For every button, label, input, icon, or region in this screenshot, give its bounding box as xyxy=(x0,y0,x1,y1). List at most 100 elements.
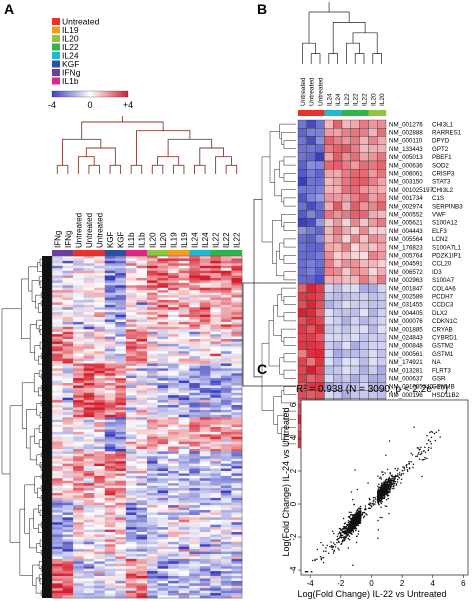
panel-a-cell xyxy=(115,500,127,504)
panel-a-cell xyxy=(136,556,148,560)
panel-a-cell xyxy=(210,451,222,455)
panel-a-col-label: IL22 xyxy=(233,232,242,248)
panel-a-cell xyxy=(62,277,74,281)
panel-b-row-gene: PCDH7 xyxy=(432,294,454,301)
panel-a-cell xyxy=(178,429,190,433)
color-scale: -4 0 +4 xyxy=(48,90,133,110)
panel-a-cell xyxy=(83,375,95,379)
panel-a-cell xyxy=(125,351,137,355)
panel-a-cell xyxy=(168,265,179,269)
panel-b-cell xyxy=(368,316,378,326)
panel-a-cell xyxy=(94,434,106,438)
panel-a-cell xyxy=(73,561,84,565)
panel-b-cell xyxy=(306,275,316,285)
panel-a-cell xyxy=(168,343,179,347)
panel-a-cell xyxy=(125,412,137,416)
panel-a-cell xyxy=(189,341,201,345)
panel-a-cell xyxy=(231,392,243,396)
panel-b-cell xyxy=(350,316,360,326)
panel-a-cell xyxy=(104,561,116,565)
panel-a-cell xyxy=(115,546,127,550)
panel-a-cell xyxy=(94,593,106,596)
panel-a-cell xyxy=(168,368,179,372)
panel-a-cell xyxy=(83,395,95,398)
panel-a-cell xyxy=(157,263,169,267)
panel-a-cell xyxy=(199,549,211,552)
panel-a-cell xyxy=(73,331,84,335)
panel-a-cell xyxy=(178,422,190,425)
panel-a-cell xyxy=(231,409,243,413)
panel-a-cell xyxy=(199,385,211,389)
panel-a-cell xyxy=(136,285,148,289)
panel-a-cell xyxy=(136,473,148,477)
panel-a-cell xyxy=(73,356,84,359)
panel-a-cell xyxy=(168,407,179,411)
panel-a-cell xyxy=(62,402,74,406)
panel-a-cell xyxy=(210,285,222,289)
panel-a-cell xyxy=(104,265,116,269)
panel-a-cell xyxy=(52,475,63,479)
panel-a-cell xyxy=(73,463,84,467)
panel-a-cell xyxy=(62,441,74,445)
panel-c-point xyxy=(387,485,390,487)
panel-a-cell xyxy=(168,299,179,303)
panel-a-cell xyxy=(168,290,179,293)
panel-a-cell xyxy=(189,387,201,391)
panel-a-cell xyxy=(147,519,158,523)
panel-a-cell xyxy=(210,282,222,286)
panel-a-cell xyxy=(136,383,148,386)
panel-b-cell xyxy=(333,210,343,219)
panel-a-cell xyxy=(231,549,243,552)
panel-b-cell xyxy=(350,136,360,145)
panel-c-point xyxy=(377,537,379,539)
panel-a-cell xyxy=(104,339,116,342)
panel-a-cell xyxy=(178,436,190,440)
panel-a-cell xyxy=(231,326,243,330)
panel-c-point xyxy=(388,483,391,485)
panel-a-cell xyxy=(168,576,179,579)
panel-a-cell xyxy=(199,339,211,342)
panel-b-cell xyxy=(377,242,387,252)
panel-a-cell xyxy=(220,427,232,430)
panel-a-cell xyxy=(73,351,84,355)
panel-a-cell xyxy=(83,339,95,342)
panel-c-point xyxy=(416,455,419,457)
panel-a-cell xyxy=(147,258,158,262)
panel-b-row-gene: SERPINB3 xyxy=(432,203,463,210)
panel-a-cell xyxy=(73,446,84,450)
panel-a-cell xyxy=(147,544,158,547)
panel-a-cell xyxy=(94,285,106,289)
panel-a-cell xyxy=(157,568,169,572)
panel-a-cell xyxy=(62,571,74,574)
panel-a-cell xyxy=(94,475,106,479)
panel-a-cell xyxy=(104,448,116,452)
panel-a-cell xyxy=(147,427,158,430)
panel-b-cell xyxy=(350,210,360,219)
panel-a-cell xyxy=(210,480,222,484)
panel-a-cell xyxy=(199,417,211,420)
panel-a-cell xyxy=(136,295,148,298)
panel-a-cell xyxy=(147,297,158,301)
panel-a-cell xyxy=(125,409,137,413)
panel-a-cell xyxy=(157,402,169,406)
panel-a-cell xyxy=(199,490,211,494)
panel-a-cell xyxy=(199,343,211,347)
panel-a-cell xyxy=(136,441,148,445)
panel-a-cell xyxy=(199,475,211,479)
panel-a-cell xyxy=(136,334,148,337)
panel-b-cell xyxy=(368,136,378,145)
panel-a-cell xyxy=(125,527,137,530)
panel-a-cell xyxy=(231,512,243,516)
panel-a-cell xyxy=(147,590,158,594)
panel-a-cell xyxy=(189,580,201,584)
panel-a-cell xyxy=(73,319,84,323)
panel-a-cell xyxy=(168,429,179,433)
panel-a-cell xyxy=(83,434,95,438)
panel-c-point xyxy=(394,467,397,470)
panel-c-point xyxy=(380,484,383,487)
panel-a-cell xyxy=(231,339,243,342)
panel-a-cell xyxy=(104,500,116,504)
panel-c-point xyxy=(397,467,399,470)
panel-b-cell xyxy=(297,160,307,170)
panel-b-cell xyxy=(350,300,360,309)
